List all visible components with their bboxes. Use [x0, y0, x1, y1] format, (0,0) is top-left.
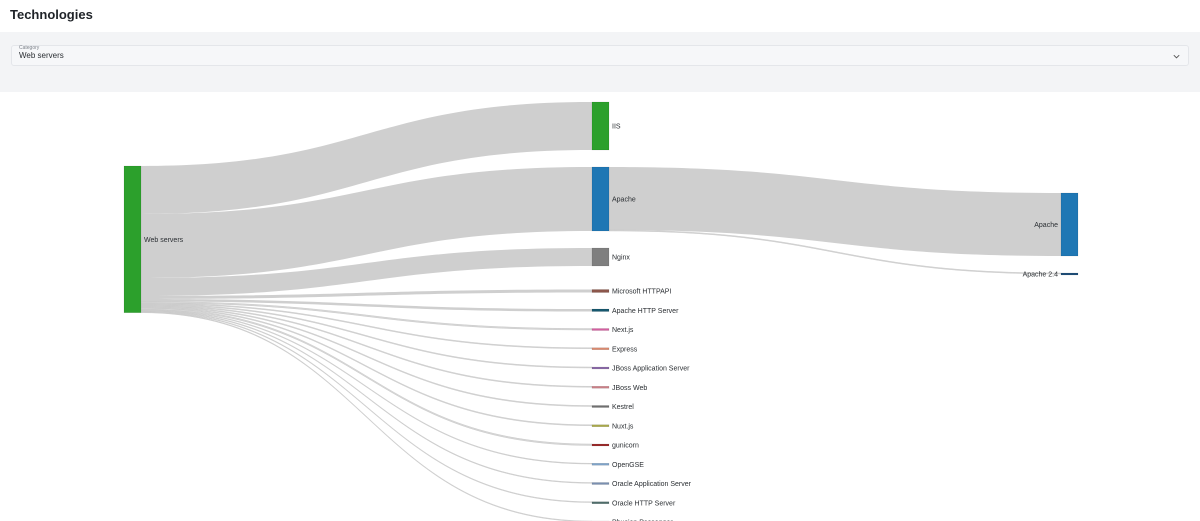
category-select[interactable]: Category Web servers [11, 45, 1189, 66]
sankey-link-web-servers-to-nuxtjs [140, 306, 593, 426]
sankey-node-oracle-http-server[interactable] [591, 501, 610, 504]
sankey-link-web-servers-to-microsoft-httpapi [141, 289, 592, 299]
sankey-link-web-servers-to-iis [141, 102, 592, 214]
sankey-link-web-servers-to-apache [141, 167, 592, 278]
category-select-value: Web servers [19, 51, 64, 60]
sankey-node-express[interactable] [591, 347, 610, 350]
sankey-label-opengse: OpenGSE [612, 462, 644, 469]
sankey-link-web-servers-to-apache-http-server [141, 299, 592, 312]
sankey-label-gunicorn: gunicorn [612, 443, 639, 450]
filter-bar: Category Web servers [0, 32, 1200, 92]
sankey-node-nextjs[interactable] [591, 328, 610, 331]
sankey-label-phusion-passenger: Phusion Passenger [612, 520, 673, 521]
sankey-label-nginx: Nginx [612, 255, 630, 262]
sankey-label-oracle-application-server: Oracle Application Server [612, 481, 692, 488]
sankey-label-nextjs: Next.js [612, 327, 634, 334]
sankey-label-apache-2: Apache [1034, 222, 1058, 229]
sankey-link-web-servers-to-oracle-http-server [140, 310, 593, 503]
sankey-label-oracle-http-server: Oracle HTTP Server [612, 500, 676, 507]
sankey-node-gunicorn[interactable] [591, 443, 610, 447]
sankey-node-jboss-web[interactable] [591, 386, 610, 389]
sankey-label-iis: IIS [612, 124, 621, 131]
chevron-down-icon[interactable] [1172, 52, 1181, 61]
sankey-label-express: Express [612, 346, 638, 353]
sankey-label-kestrel: Kestrel [612, 404, 634, 411]
sankey-label-nuxtjs: Nuxt.js [612, 423, 634, 430]
sankey-label-microsoft-httpapi: Microsoft HTTPAPI [612, 289, 671, 296]
sankey-label-jboss-web: JBoss Web [612, 385, 647, 392]
sankey-label-apache-http-server: Apache HTTP Server [612, 308, 679, 315]
sankey-node-apache-http-server[interactable] [591, 308, 610, 312]
sankey-node-nginx[interactable] [591, 247, 610, 267]
sankey-label-jboss-application-server: JBoss Application Server [612, 366, 690, 373]
sankey-link-web-servers-to-phusion-passenger [140, 311, 593, 521]
sankey-node-kestrel[interactable] [591, 405, 610, 408]
sankey-link-apache-to-apache-2 [609, 167, 1061, 256]
sankey-label-apache-24: Apache 2.4 [1023, 272, 1059, 279]
sankey-node-oracle-application-server[interactable] [591, 482, 610, 485]
sankey-link-web-servers-to-kestrel [140, 305, 593, 407]
sankey-node-apache[interactable] [591, 166, 610, 232]
page-title: Technologies [10, 7, 93, 22]
sankey-link-web-servers-to-nginx [141, 248, 592, 296]
sankey-node-apache-2[interactable] [1060, 192, 1079, 257]
sankey-node-microsoft-httpapi[interactable] [591, 289, 610, 293]
sankey-node-jboss-application-server[interactable] [591, 366, 610, 370]
sankey-label-web-servers: Web servers [144, 237, 184, 244]
sankey-node-web-servers[interactable] [123, 165, 142, 313]
sankey-node-iis[interactable] [591, 101, 610, 151]
sankey-node-apache-24[interactable] [1060, 272, 1079, 276]
sankey-node-opengse[interactable] [591, 463, 610, 466]
sankey-label-apache: Apache [612, 197, 636, 204]
category-select-label: Category [19, 45, 40, 51]
sankey-node-nuxtjs[interactable] [591, 424, 610, 427]
